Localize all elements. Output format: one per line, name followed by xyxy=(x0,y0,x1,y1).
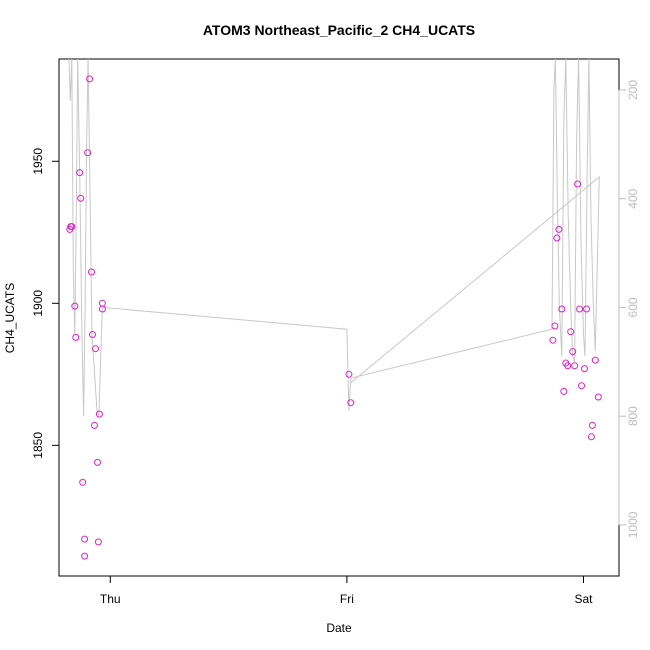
data-point xyxy=(345,370,353,378)
data-point xyxy=(553,234,561,242)
data-point xyxy=(567,328,575,336)
data-point xyxy=(549,336,557,344)
data-point xyxy=(68,223,76,231)
data-point xyxy=(347,399,355,407)
data-point xyxy=(560,387,568,395)
right-tick-label: 1000 xyxy=(626,511,640,538)
data-point xyxy=(551,322,559,330)
y-axis: 1850 1900 1950 xyxy=(31,148,60,459)
data-point xyxy=(569,348,577,356)
data-point xyxy=(98,305,106,313)
data-point xyxy=(581,365,588,373)
right-tick-label: 400 xyxy=(626,188,640,208)
right-axis: 200 400 600 800 1000 xyxy=(618,80,640,538)
data-point xyxy=(92,345,99,353)
data-point xyxy=(583,305,590,313)
data-point xyxy=(576,305,584,313)
altitude-trace-layer xyxy=(68,59,600,417)
data-point xyxy=(94,458,101,466)
data-point xyxy=(81,535,89,543)
data-point xyxy=(571,362,579,370)
data-point xyxy=(588,421,596,429)
chart-title: ATOM3 Northeast_Pacific_2 CH4_UCATS xyxy=(203,22,475,38)
data-point xyxy=(84,149,92,157)
data-point xyxy=(98,299,106,307)
data-point xyxy=(558,305,566,313)
x-tick-label: Thu xyxy=(100,592,121,606)
data-point xyxy=(578,382,585,390)
data-point xyxy=(88,268,95,276)
data-point xyxy=(86,75,94,83)
x-axis-label: Date xyxy=(326,621,352,635)
data-point xyxy=(89,331,96,338)
right-tick-label: 600 xyxy=(626,297,640,317)
data-point xyxy=(71,302,79,310)
data-point xyxy=(72,333,80,341)
altitude-trace-line xyxy=(68,59,600,417)
data-point xyxy=(594,393,602,401)
x-tick-label: Sat xyxy=(574,592,593,606)
y-tick-label: 1900 xyxy=(31,290,45,317)
data-point xyxy=(95,410,103,418)
data-point xyxy=(574,180,582,188)
data-point xyxy=(77,194,85,202)
data-point xyxy=(79,478,87,486)
y-axis-label: CH4_UCATS xyxy=(3,283,17,353)
data-point xyxy=(591,356,599,364)
x-tick-label: Fri xyxy=(340,592,354,606)
right-tick-label: 200 xyxy=(626,80,640,100)
plot-frame xyxy=(58,58,620,577)
data-point xyxy=(91,421,98,429)
data-point xyxy=(76,169,84,177)
y-tick-label: 1850 xyxy=(31,432,45,459)
right-tick-label: 800 xyxy=(626,406,640,426)
y-tick-label: 1950 xyxy=(31,148,45,175)
data-point xyxy=(81,552,89,560)
data-point xyxy=(587,433,595,441)
data-point xyxy=(555,225,563,233)
x-axis: Thu Fri Sat xyxy=(100,575,593,606)
data-point xyxy=(564,362,572,370)
data-points-layer xyxy=(66,75,602,560)
data-point xyxy=(94,538,102,546)
